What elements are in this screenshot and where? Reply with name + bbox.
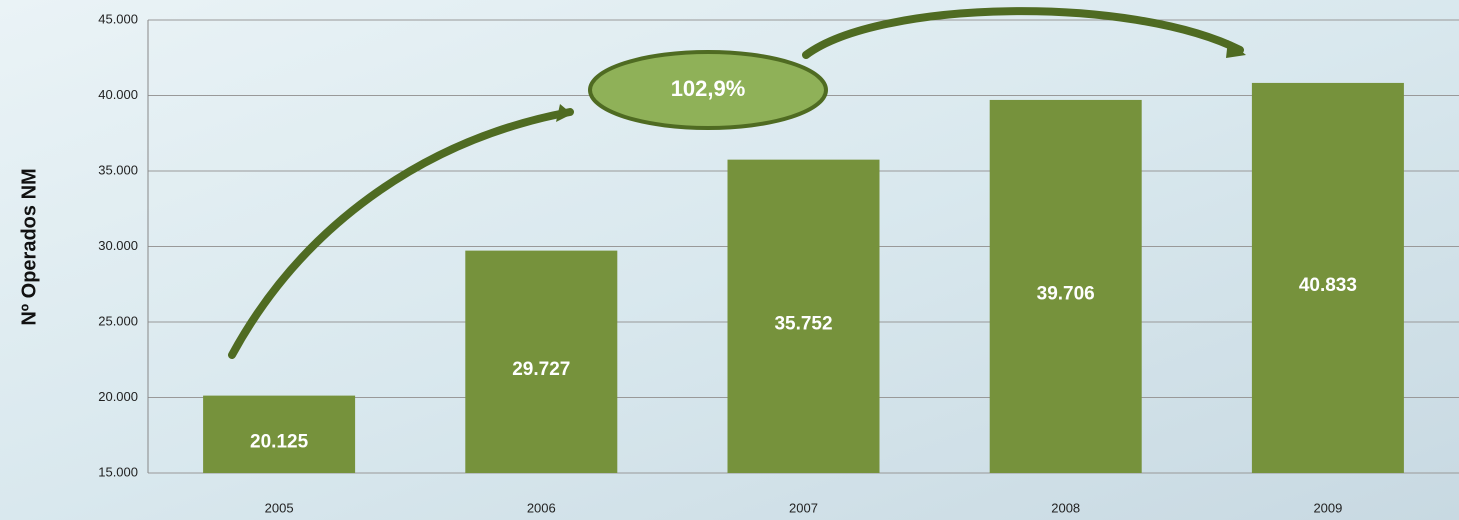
value-label: 35.752 xyxy=(774,313,832,334)
y-tick-label: 45.000 xyxy=(98,11,138,26)
y-tick-label: 40.000 xyxy=(98,87,138,102)
x-tick-label: 2006 xyxy=(527,500,556,515)
x-tick-label: 2007 xyxy=(789,500,818,515)
bar xyxy=(1251,82,1404,474)
y-tick-label: 30.000 xyxy=(98,238,138,253)
arrow-head xyxy=(1226,40,1246,58)
value-label: 40.833 xyxy=(1299,275,1357,296)
bar xyxy=(203,395,356,473)
x-tick-label: 2008 xyxy=(1051,500,1080,515)
arrow-head xyxy=(556,104,572,122)
y-tick-label: 15.000 xyxy=(98,464,138,479)
value-label: 20.125 xyxy=(250,431,309,452)
x-tick-label: 2009 xyxy=(1313,500,1342,515)
value-label: 29.727 xyxy=(512,359,570,380)
x-tick-label: 2005 xyxy=(265,500,294,515)
bar xyxy=(465,250,618,473)
bars: 20.125 29.727 35.752 39.706 40.833 xyxy=(203,82,1404,474)
y-tick-label: 35.000 xyxy=(98,162,138,177)
arrow xyxy=(802,7,1244,59)
value-label: 39.706 xyxy=(1037,283,1095,304)
annotation: 102,9% xyxy=(671,76,746,101)
annotation-bubble xyxy=(588,50,828,130)
y-axis-label: Nº Operados NM xyxy=(18,168,40,325)
y-tick-label: 20.000 xyxy=(98,389,138,404)
y-tick-label: 25.000 xyxy=(98,313,138,328)
bar xyxy=(727,159,880,473)
arrow xyxy=(228,108,574,359)
bar xyxy=(989,99,1142,474)
